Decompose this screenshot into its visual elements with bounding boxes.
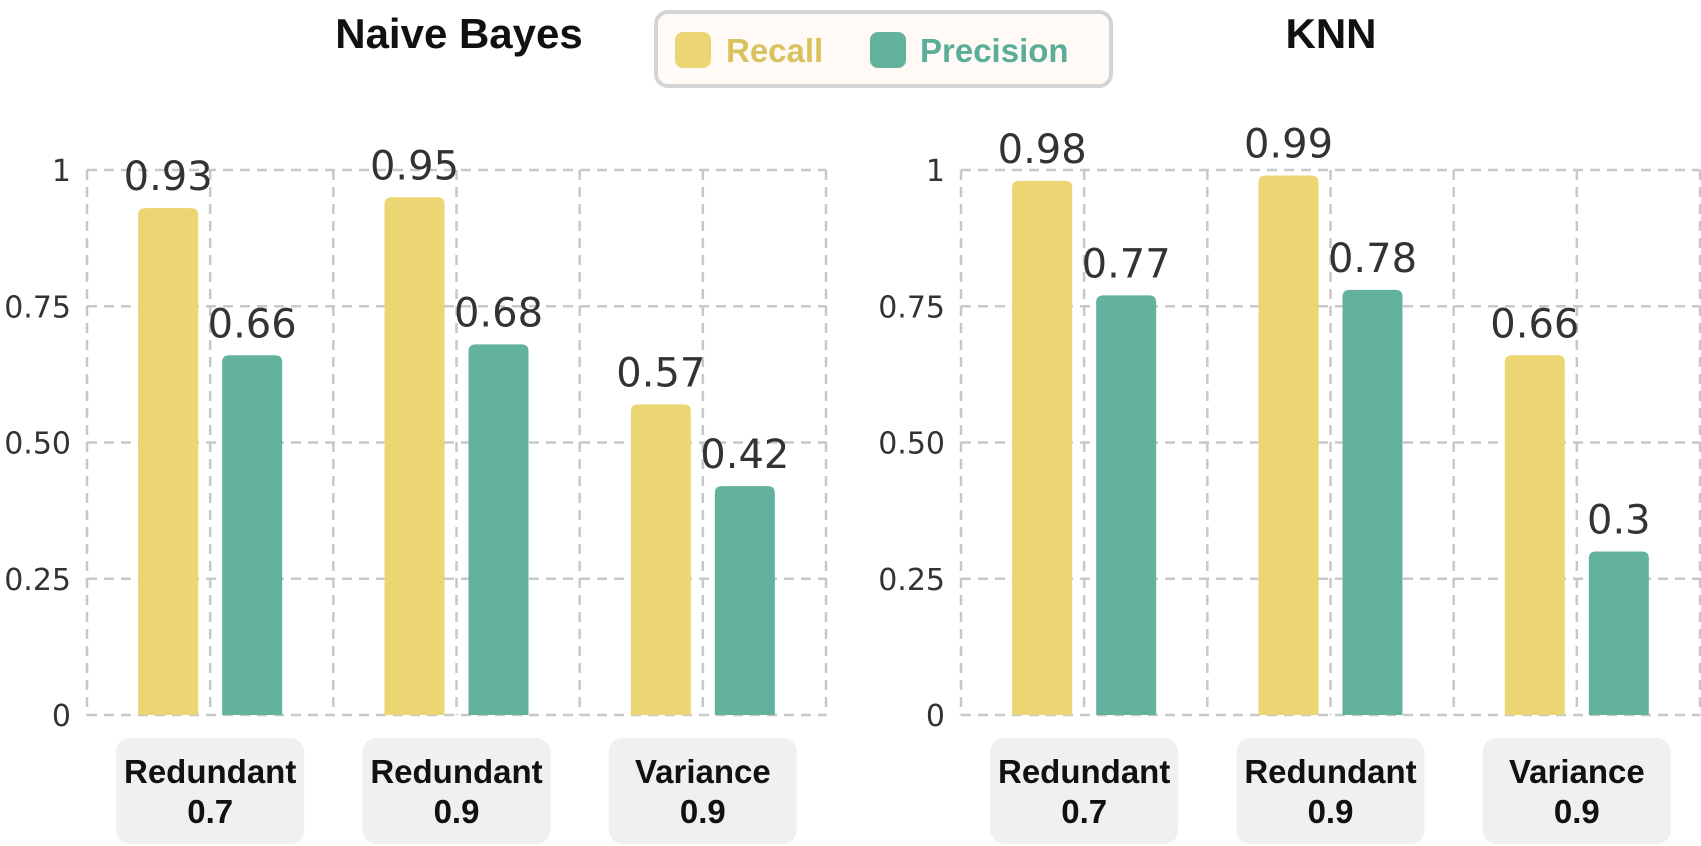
y-tick-label: 0.75 [878,290,945,325]
category-label: Redundant [1244,753,1416,790]
y-tick-label: 0 [926,699,945,734]
category-label: Variance [635,753,771,790]
category-label-sub: 0.7 [1061,793,1107,830]
bar-recall [138,208,199,715]
y-tick-label: 0.25 [4,563,71,598]
data-label: 0.95 [370,143,459,189]
category-label: Variance [1509,753,1645,790]
data-label: 0.77 [1082,241,1171,287]
category-label-box [1482,738,1671,844]
category-label-sub: 0.7 [187,793,233,830]
bar-precision [468,344,529,715]
data-label: 0.99 [1244,121,1333,167]
category-label-box [362,738,551,844]
panel-0: Naive Bayes 0 0.25 0.50 0.75 1 0.93 0.66 Redunda… [4,10,828,844]
bar-precision [1342,289,1403,715]
y-tick-label: 1 [52,154,71,189]
bar-precision [1096,295,1157,715]
y-tick-label: 0 [52,699,71,734]
legend-swatch-recall [675,32,711,68]
data-label: 0.68 [454,290,543,336]
bar-precision [222,355,283,715]
data-label: 0.57 [616,350,705,396]
bar-precision [1588,551,1649,715]
bar-precision [714,486,775,715]
category-label-sub: 0.9 [1308,793,1354,830]
panel-title: KNN [1286,10,1377,57]
y-tick-label: 0.50 [878,427,945,462]
bar-recall [384,197,445,715]
bar-recall [630,404,691,715]
data-label: 0.42 [700,432,789,478]
category-label-box [1236,738,1425,844]
category-label-sub: 0.9 [1554,793,1600,830]
bar-recall [1258,175,1319,715]
legend: Recall Precision [654,10,1113,88]
y-tick-label: 1 [926,154,945,189]
y-tick-label: 0.50 [4,427,71,462]
data-label: 0.3 [1587,498,1651,544]
category-label: Redundant [124,753,296,790]
data-label: 0.98 [998,127,1087,173]
category-label-box [608,738,797,844]
data-label: 0.93 [124,154,213,200]
category-label: Redundant [998,753,1170,790]
category-label-box [990,738,1179,844]
y-tick-label: 0.75 [4,290,71,325]
data-label: 0.66 [1490,301,1579,347]
data-label: 0.66 [208,301,297,347]
category-label-sub: 0.9 [680,793,726,830]
legend-swatch-precision [870,32,906,68]
panel-title: Naive Bayes [335,10,583,57]
category-label-box [116,738,305,844]
legend-label-precision: Precision [920,32,1069,69]
category-label-sub: 0.9 [434,793,480,830]
category-label: Redundant [370,753,542,790]
legend-label-recall: Recall [726,32,823,69]
y-tick-label: 0.25 [878,563,945,598]
data-label: 0.78 [1328,236,1417,282]
bar-recall [1012,180,1073,715]
bar-recall [1504,355,1565,715]
